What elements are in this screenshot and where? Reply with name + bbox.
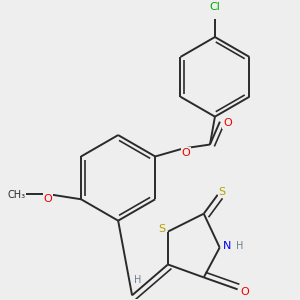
Text: O: O: [44, 194, 52, 204]
Text: H: H: [134, 275, 142, 285]
Text: N: N: [223, 241, 231, 251]
Text: S: S: [158, 224, 166, 234]
Text: S: S: [219, 187, 226, 197]
Text: O: O: [182, 148, 190, 158]
Text: H: H: [236, 241, 244, 251]
Text: O: O: [241, 287, 249, 297]
Text: CH₃: CH₃: [8, 190, 26, 200]
Text: Cl: Cl: [209, 2, 220, 12]
Text: O: O: [223, 118, 232, 128]
